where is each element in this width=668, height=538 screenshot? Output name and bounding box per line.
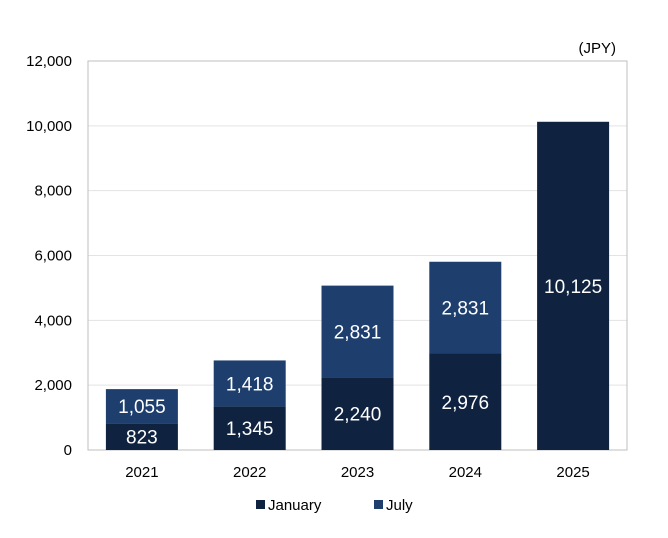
unit-label: (JPY) [579, 40, 617, 57]
bar-segment-july [213, 360, 286, 407]
data-label: 1,345 [226, 419, 274, 440]
y-tick-label: 0 [64, 442, 72, 459]
data-label: 1,055 [118, 397, 166, 418]
data-label: 823 [126, 428, 158, 449]
legend-label-january: January [268, 497, 322, 514]
y-tick-label: 12,000 [26, 53, 72, 70]
x-axis: 2021 2022 2023 2024 2025 [125, 464, 590, 481]
bar-segment-january [429, 353, 502, 450]
bar-segment-july [321, 285, 394, 378]
data-labels: 823 1,345 2,240 2,976 10,125 1,055 1,418 2,831 2… [118, 277, 602, 449]
x-tick-label: 2023 [341, 464, 374, 481]
data-label: 10,125 [544, 277, 602, 298]
bars [105, 121, 610, 450]
legend: January July [256, 497, 413, 514]
bar-segment-january [213, 406, 286, 450]
bar-segment-january [321, 377, 394, 450]
legend-swatch-january [256, 500, 265, 509]
y-tick-label: 10,000 [26, 118, 72, 135]
x-tick-label: 2024 [449, 464, 482, 481]
data-label: 1,418 [226, 374, 274, 395]
bar-segment-january [537, 121, 610, 450]
y-axis: 0 2,000 4,000 6,000 8,000 10,000 12,000 [26, 53, 72, 459]
data-label: 2,831 [442, 299, 490, 320]
y-tick-label: 6,000 [34, 248, 72, 265]
x-tick-label: 2022 [233, 464, 266, 481]
bar-segment-january [105, 423, 178, 450]
data-label: 2,831 [334, 323, 382, 344]
data-label: 2,240 [334, 405, 382, 426]
x-tick-label: 2025 [556, 464, 589, 481]
legend-swatch-july [374, 500, 383, 509]
bar-segment-july [105, 389, 178, 424]
y-tick-label: 8,000 [34, 183, 72, 200]
y-tick-label: 4,000 [34, 312, 72, 329]
x-tick-label: 2021 [125, 464, 158, 481]
data-label: 2,976 [442, 393, 490, 414]
legend-label-july: July [386, 497, 413, 514]
bar-segment-july [429, 261, 502, 354]
y-tick-label: 2,000 [34, 377, 72, 394]
